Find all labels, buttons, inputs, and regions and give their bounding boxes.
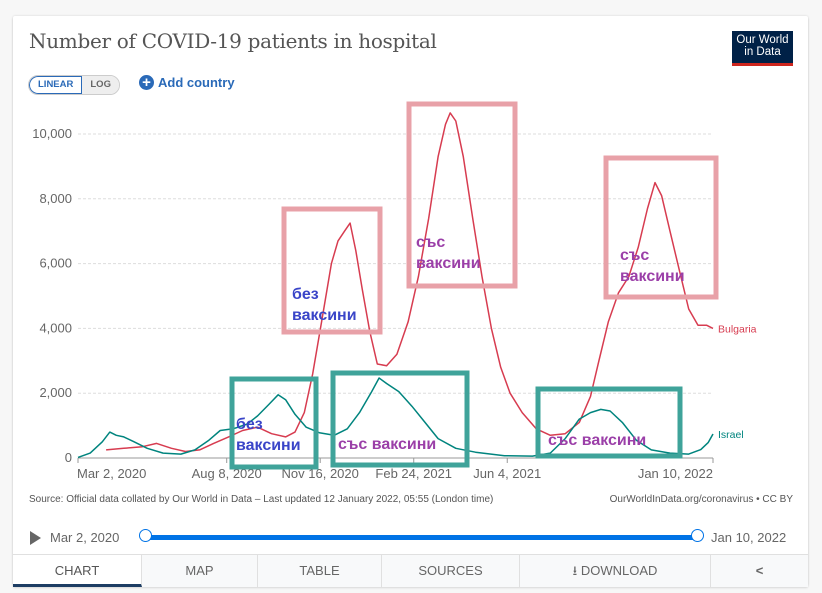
- tab-chart[interactable]: CHART: [13, 555, 142, 587]
- x-tick-label: Nov 16, 2020: [282, 466, 359, 481]
- annotation-text: ваксини: [416, 255, 481, 272]
- owid-logo[interactable]: Our World in Data: [732, 31, 793, 66]
- annotation-box: [229, 376, 319, 470]
- logo-line-1: Our World: [736, 34, 789, 46]
- x-tick-label: Feb 24, 2021: [375, 466, 452, 481]
- annotation-text: ваксини: [236, 437, 301, 454]
- timeline-track[interactable]: [145, 535, 697, 540]
- share-icon: <: [755, 563, 764, 578]
- timeline-end-handle[interactable]: [691, 529, 704, 542]
- series-line-israel: [77, 377, 714, 459]
- timeline-start-handle[interactable]: [139, 529, 152, 542]
- series-label-israel: Israel: [718, 429, 744, 441]
- annotation-text: със: [620, 247, 649, 264]
- tab-bar: CHART MAP TABLE SOURCES ⭳ DOWNLOAD <: [13, 554, 808, 587]
- annotation-text: без: [236, 416, 263, 433]
- chart-title: Number of COVID-19 patients in hospital: [29, 29, 437, 53]
- annotation-text: без: [292, 286, 319, 303]
- timeline-start-label: Mar 2, 2020: [50, 530, 120, 545]
- tab-map[interactable]: MAP: [142, 555, 258, 587]
- add-country-label: Add country: [158, 75, 235, 90]
- scale-linear-button[interactable]: LINEAR: [29, 76, 83, 94]
- annotation-text: със ваксини: [548, 432, 646, 449]
- x-tick-label: Jan 10, 2022: [638, 466, 713, 481]
- y-tick-label: 6,000: [39, 256, 72, 271]
- y-tick-label: 10,000: [32, 126, 72, 141]
- y-tick-label: 4,000: [39, 320, 72, 335]
- annotation-text: със: [416, 234, 445, 251]
- tab-download[interactable]: ⭳ DOWNLOAD: [520, 555, 711, 587]
- plus-circle-icon: +: [139, 75, 154, 90]
- logo-line-2: in Data: [744, 46, 781, 58]
- license-link[interactable]: OurWorldInData.org/coronavirus • CC BY: [609, 494, 793, 505]
- source-note: Source: Official data collated by Our Wo…: [29, 494, 494, 505]
- timeline-end-label: Jan 10, 2022: [711, 530, 787, 545]
- tab-sources[interactable]: SOURCES: [382, 555, 520, 587]
- annotation-box: [281, 206, 383, 335]
- annotation-box: [406, 101, 518, 289]
- annotation-text: ваксини: [620, 268, 685, 285]
- series-label-bulgaria: Bulgaria: [718, 323, 757, 335]
- download-icon: ⭳: [572, 563, 578, 578]
- annotation-box: [603, 155, 719, 300]
- play-icon[interactable]: [30, 531, 41, 545]
- tab-table[interactable]: TABLE: [258, 555, 382, 587]
- scale-toggle[interactable]: LINEAR LOG: [28, 75, 120, 95]
- annotation-box: [535, 386, 683, 459]
- annotation-box: [330, 370, 470, 468]
- timeline: Mar 2, 2020 Jan 10, 2022: [13, 528, 808, 548]
- chart-card: Number of COVID-19 patients in hospital …: [13, 16, 808, 587]
- annotation-text: със ваксини: [338, 436, 436, 453]
- tab-download-label: DOWNLOAD: [580, 563, 658, 578]
- x-tick-label: Mar 2, 2020: [77, 466, 146, 481]
- y-tick-label: 8,000: [39, 191, 72, 206]
- annotation-text: ваксини: [292, 307, 357, 324]
- y-tick-label: 0: [65, 450, 72, 465]
- series-line-bulgaria: [106, 112, 714, 453]
- scale-log-button[interactable]: LOG: [82, 76, 119, 94]
- y-tick-label: 2,000: [39, 385, 72, 400]
- share-button[interactable]: <: [711, 555, 808, 587]
- x-tick-label: Jun 4, 2021: [473, 466, 541, 481]
- x-tick-label: Aug 8, 2020: [192, 466, 262, 481]
- add-country-button[interactable]: + Add country: [139, 75, 235, 90]
- line-chart: 0 2,000 4,000 6,000 8,000 10,000 Mar 2, 2020 A…: [32, 101, 757, 481]
